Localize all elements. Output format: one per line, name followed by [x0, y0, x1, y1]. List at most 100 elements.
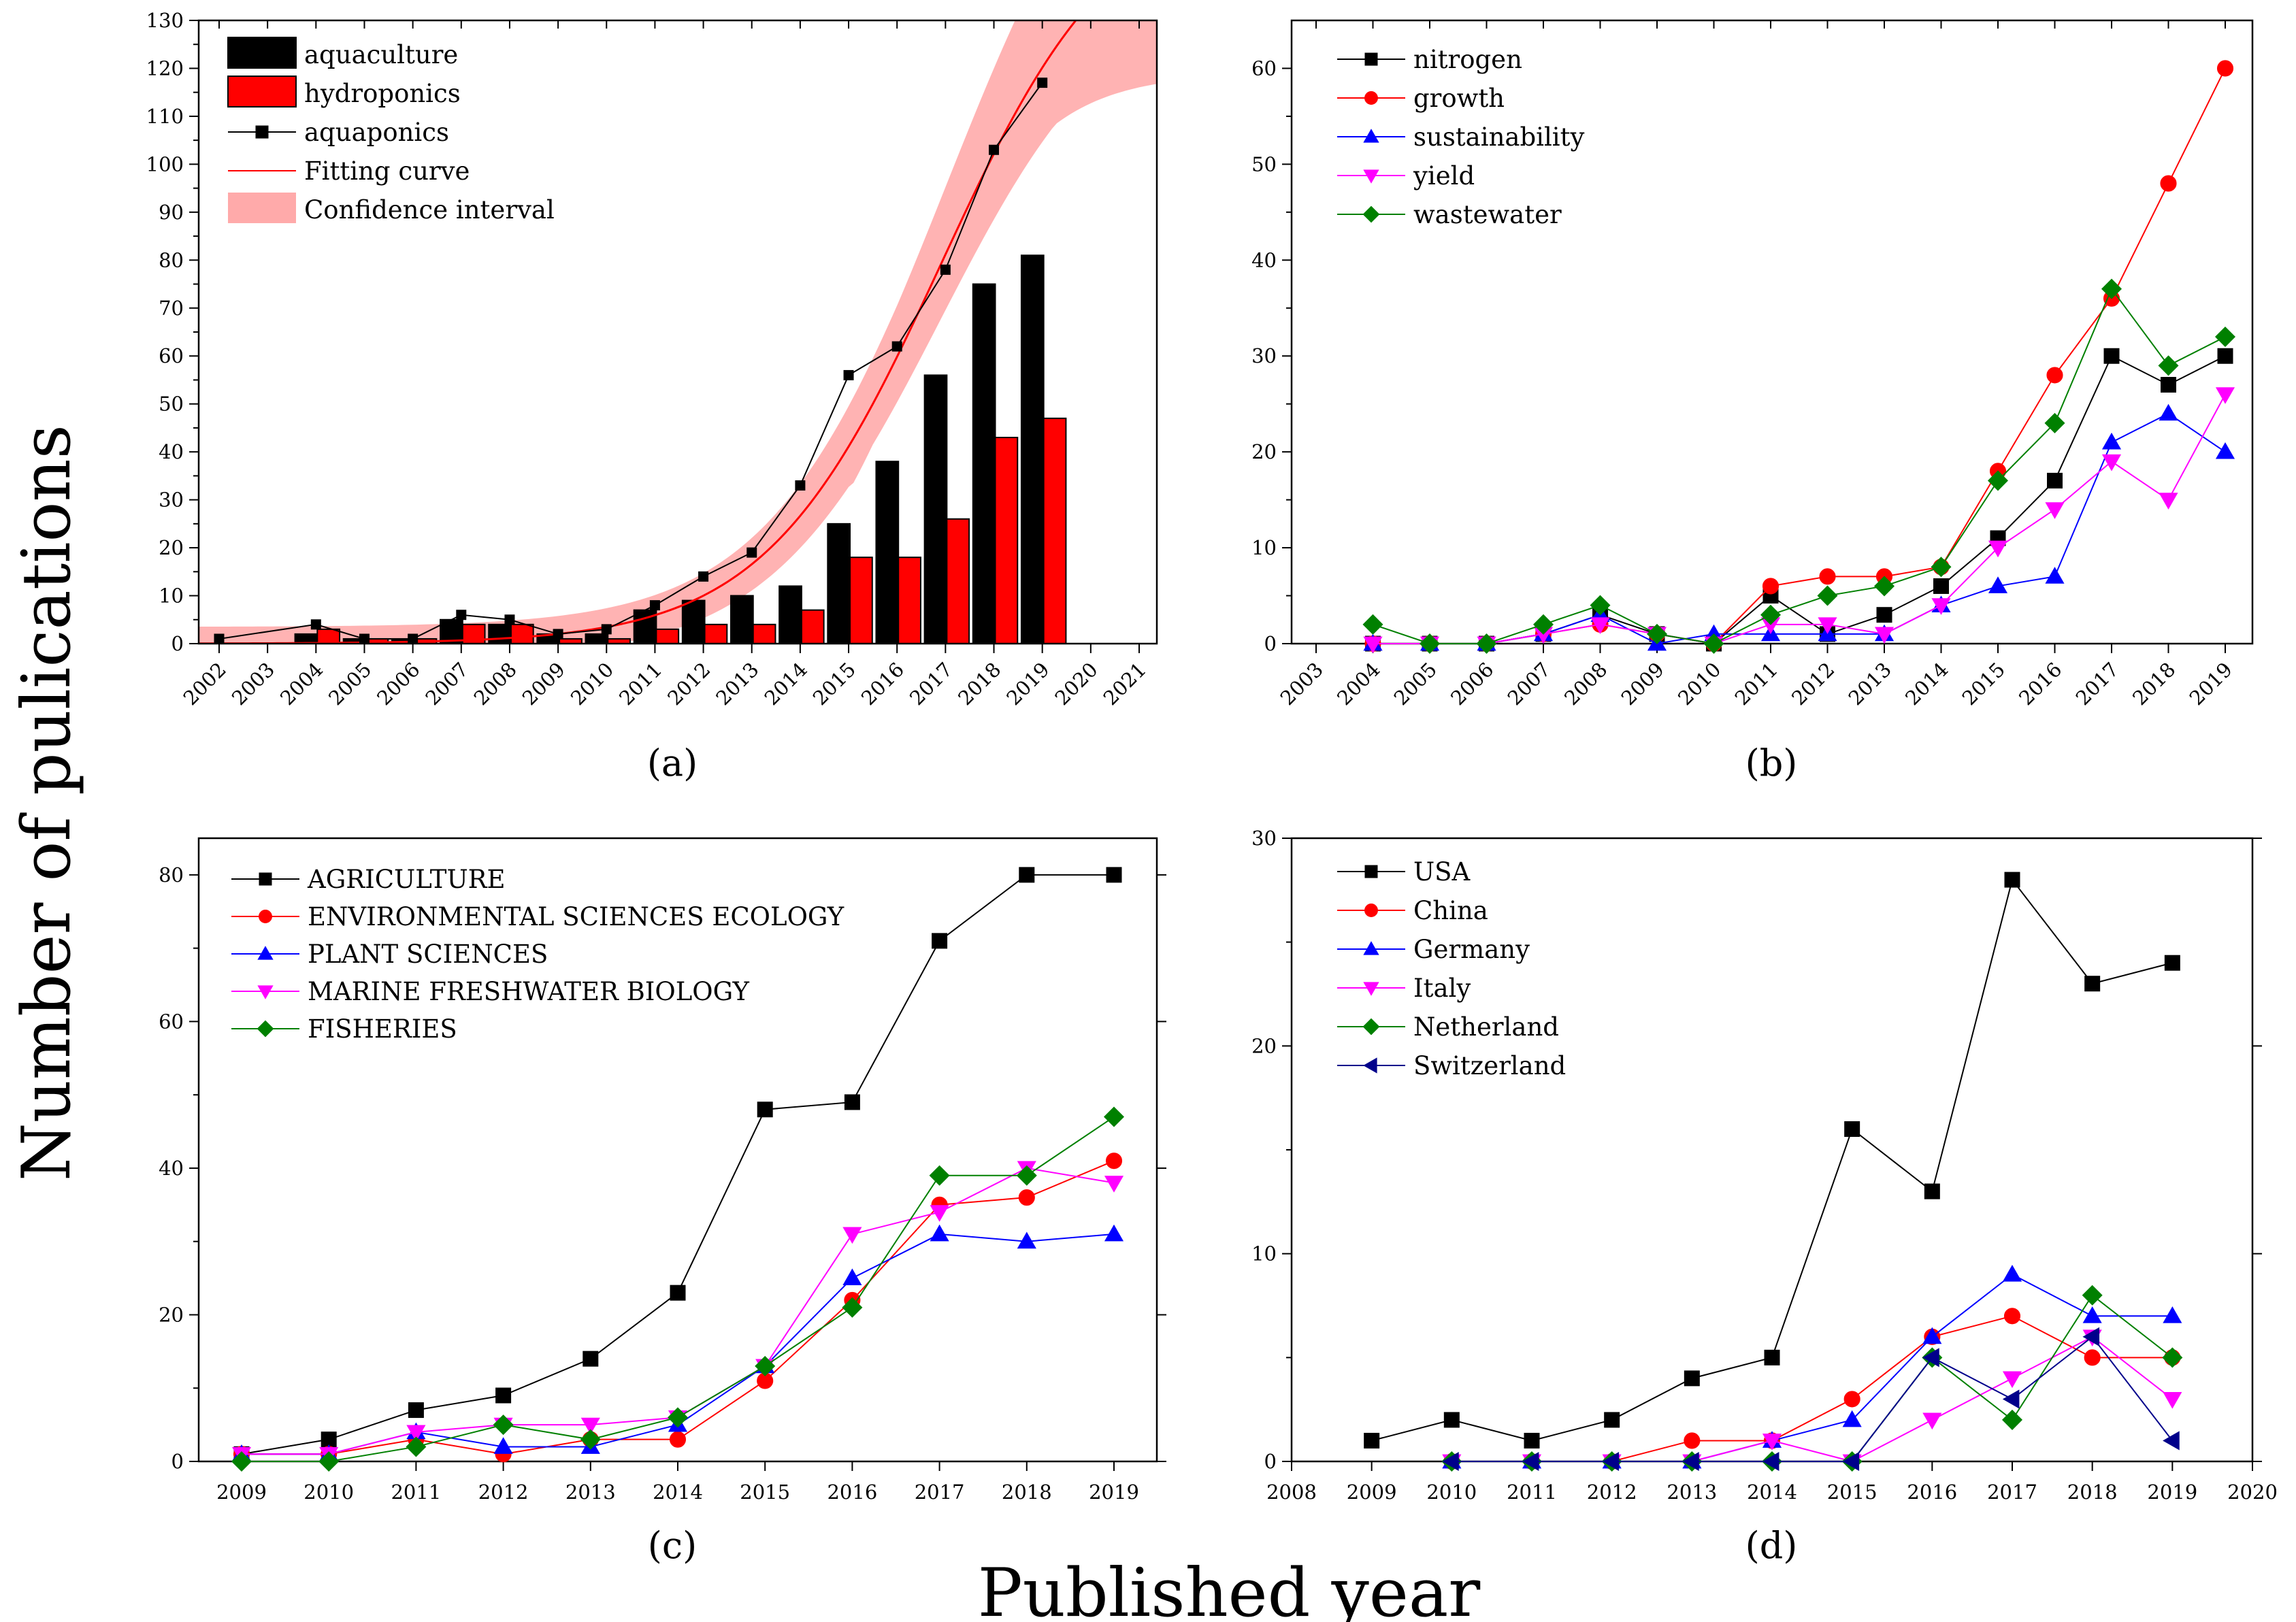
- caption-b: (b): [1745, 742, 1798, 784]
- series-wastewater-marker: [2214, 327, 2236, 348]
- series-usa-marker: [2084, 976, 2101, 992]
- series-yield-marker: [2045, 502, 2065, 519]
- y-tick-label-b: 0: [1264, 632, 1277, 655]
- series-china-marker: [2003, 1308, 2021, 1325]
- bar-hydroponics: [1043, 417, 1067, 644]
- series-yield-marker: [1988, 540, 2008, 558]
- panel-a: 0102030405060708090100110120130200220032…: [146, 9, 1158, 710]
- panel-c: 0 20 40 60 80 2009 2010 2011 2012 2013 2014 2015 201…: [159, 837, 1166, 1504]
- series-switzerland-marker: [2082, 1327, 2100, 1346]
- bar-aquaculture: [972, 283, 996, 644]
- series-fisheries-marker: [667, 1407, 689, 1428]
- x-tick-label-a: 2015: [808, 658, 860, 710]
- x-tick-label-b: 2014: [1901, 658, 1952, 710]
- x-tick-label-a: 2019: [1002, 658, 1053, 710]
- bar-aquaculture: [585, 633, 609, 644]
- legend-usa-marker: [1364, 865, 1378, 878]
- x-tick-label-d: 2013: [1667, 1480, 1717, 1504]
- series-netherland-marker: [2162, 1347, 2183, 1368]
- series-wastewater-marker: [1931, 557, 1952, 578]
- legend-environmental-sciences-ecology-marker: [259, 910, 272, 923]
- legend-aquaponics-marker: [255, 125, 269, 139]
- series-aquaponics-marker: [649, 600, 660, 611]
- panel-b: 0 10 20 30 40 50 60 2003 2004 2005 2006 2007 2008 200…: [1251, 19, 2254, 710]
- legend-agriculture-marker: [259, 872, 272, 886]
- series-switzerland-marker: [1682, 1451, 1699, 1472]
- y-tick-label-b: 60: [1251, 56, 1277, 80]
- x-tick-label-b: 2004: [1332, 658, 1384, 710]
- series-aquaponics-marker: [747, 547, 757, 558]
- bar-hydroponics: [849, 557, 873, 644]
- x-tick-label-c: 2010: [304, 1480, 354, 1504]
- y-tick-label-c: 40: [159, 1157, 184, 1180]
- series-aquaponics-marker: [698, 571, 709, 582]
- series-usa-marker: [2004, 872, 2020, 888]
- series-agriculture-marker: [1106, 867, 1122, 883]
- series-usa-marker: [1524, 1432, 1540, 1449]
- y-axis-title: Number of pulications: [8, 425, 86, 1181]
- series-wastewater-marker: [1987, 470, 2009, 491]
- series-plant-sciences-marker: [1017, 1231, 1036, 1249]
- x-tick-label-d: 2011: [1507, 1480, 1557, 1504]
- series-aquaponics-marker: [456, 610, 467, 620]
- series-sustainability-marker: [1988, 576, 2008, 593]
- series-nitrogen-marker: [2161, 377, 2176, 393]
- series-usa-marker: [1364, 1432, 1380, 1449]
- legend-marine-freshwater-biology-marker: [257, 985, 274, 999]
- x-tick-label-b: 2019: [2185, 658, 2237, 710]
- legend-aquaponics-label: aquaponics: [304, 118, 449, 147]
- legend-hydroponics-swatch: [227, 76, 297, 107]
- series-switzerland-marker: [2163, 1431, 2180, 1451]
- series-growth-marker: [1819, 568, 1836, 585]
- series-nitrogen-marker: [1876, 607, 1892, 623]
- series-aquaponics-marker: [940, 264, 951, 275]
- series-yield-marker: [1590, 617, 1610, 635]
- series-switzerland-marker: [1922, 1348, 1939, 1368]
- x-tick-label-a: 2006: [372, 658, 424, 710]
- series-agriculture-marker: [757, 1102, 773, 1118]
- plot-area-a: [199, 20, 1157, 644]
- series-wastewater-marker: [1703, 633, 1724, 655]
- x-tick-label-b: 2006: [1446, 658, 1498, 710]
- series-wastewater-marker: [1760, 604, 1782, 625]
- y-tick-label-c: 20: [159, 1303, 184, 1326]
- series-growth-marker: [2046, 367, 2063, 384]
- series-growth-marker: [1762, 578, 1780, 595]
- x-tick-label-a: 2012: [663, 658, 715, 710]
- x-tick-label-d: 2014: [1747, 1480, 1797, 1504]
- bar-hydroponics: [946, 518, 970, 644]
- x-tick-label-a: 2020: [1051, 658, 1102, 710]
- series-growth-marker: [2160, 175, 2177, 192]
- bar-hydroponics: [994, 437, 1019, 644]
- legend-netherland-label: Netherland: [1413, 1012, 1559, 1042]
- x-tick-label-b: 2017: [2071, 658, 2123, 710]
- legend-yield-marker: [1363, 169, 1379, 184]
- panel-d: 0 10 20 30 2008 2009 2010 2011 2012 2013 2014 2015 2…: [1251, 827, 2278, 1504]
- y-tick-label-d: 20: [1251, 1034, 1277, 1057]
- series-yield-marker: [2101, 454, 2122, 471]
- x-tick-label-a: 2018: [953, 658, 1005, 710]
- series-sustainability-marker: [2101, 432, 2122, 450]
- series-usa-marker: [1443, 1412, 1460, 1428]
- y-tick-label-a: 100: [146, 152, 184, 176]
- x-tick-label-a: 2016: [857, 658, 908, 710]
- x-tick-label-c: 2013: [565, 1480, 616, 1504]
- x-tick-label-b: 2016: [2014, 658, 2066, 710]
- legend-fitting-curve-label: Fitting curve: [304, 156, 470, 186]
- x-tick-label-d: 2015: [1827, 1480, 1877, 1504]
- y-tick-label-a: 70: [159, 297, 184, 320]
- series-yield-line: [1373, 394, 2226, 645]
- legend-china-marker: [1364, 904, 1378, 917]
- series-agriculture-marker: [1019, 867, 1035, 883]
- bar-hydroponics: [559, 638, 583, 644]
- series-italy-marker: [2163, 1392, 2182, 1409]
- series-netherland-line: [1452, 1294, 2173, 1462]
- series-agriculture-marker: [670, 1285, 686, 1301]
- y-tick-label-c: 60: [159, 1010, 184, 1033]
- x-tick-label-a: 2004: [276, 658, 327, 710]
- y-tick-label-c: 80: [159, 863, 184, 887]
- series-switzerland-marker: [1762, 1451, 1780, 1472]
- series-agriculture-marker: [844, 1094, 860, 1110]
- x-tick-label-c: 2016: [827, 1480, 877, 1504]
- x-tick-label-a: 2003: [227, 658, 279, 710]
